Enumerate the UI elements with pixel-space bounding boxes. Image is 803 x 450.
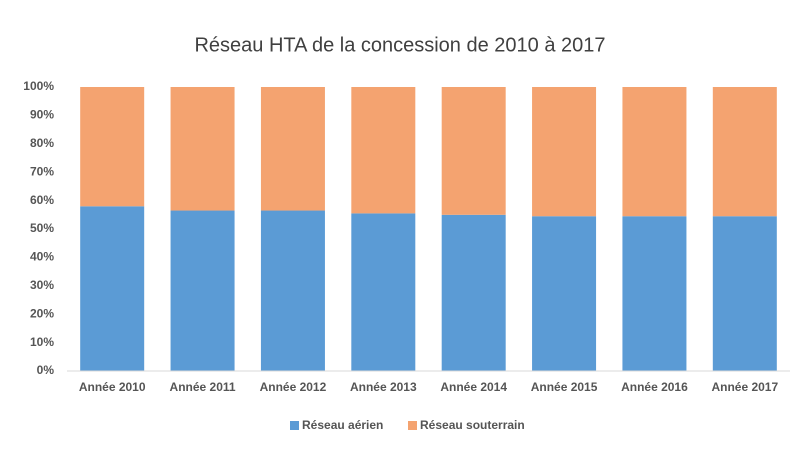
bar-segment — [712, 216, 777, 371]
y-tick-label: 30% — [30, 278, 54, 292]
bar-segment — [532, 87, 597, 217]
bar-segment — [622, 87, 687, 217]
x-tick-label: Année 2011 — [170, 380, 236, 394]
y-tick-label: 60% — [30, 193, 54, 207]
y-tick-label: 10% — [30, 335, 54, 349]
legend-label: Réseau aérien — [302, 418, 383, 432]
bar-segment — [80, 206, 145, 371]
bar-segment — [622, 216, 687, 371]
bar-segment — [260, 87, 325, 211]
y-tick-label: 80% — [30, 136, 54, 150]
legend-label: Réseau souterrain — [420, 418, 525, 432]
bar-segment — [170, 210, 235, 371]
x-tick-label: Année 2014 — [440, 380, 507, 394]
y-tick-label: 100% — [23, 79, 54, 93]
x-tick-label: Année 2010 — [79, 380, 146, 394]
bar-segment — [351, 213, 416, 371]
y-tick-label: 40% — [30, 250, 54, 264]
y-tick-label: 0% — [37, 363, 55, 377]
legend-swatch — [290, 421, 299, 430]
x-tick-label: Année 2016 — [621, 380, 688, 394]
x-tick-label: Année 2012 — [260, 380, 327, 394]
x-tick-label: Année 2015 — [531, 380, 598, 394]
bar-segment — [441, 87, 506, 215]
bar-segment — [80, 87, 145, 207]
y-tick-label: 20% — [30, 306, 54, 320]
bar-segment — [441, 214, 506, 371]
bar-segment — [532, 216, 597, 371]
x-tick-label: Année 2017 — [711, 380, 778, 394]
bar-segment — [260, 210, 325, 371]
bar-segment — [351, 87, 416, 214]
x-tick-label: Année 2013 — [350, 380, 417, 394]
legend-swatch — [408, 421, 417, 430]
bar-segment — [712, 87, 777, 217]
chart-title: Réseau HTA de la concession de 2010 à 20… — [194, 34, 605, 56]
bar-segment — [170, 87, 235, 211]
y-tick-label: 90% — [30, 108, 54, 122]
y-tick-label: 50% — [30, 221, 54, 235]
y-tick-label: 70% — [30, 164, 54, 178]
